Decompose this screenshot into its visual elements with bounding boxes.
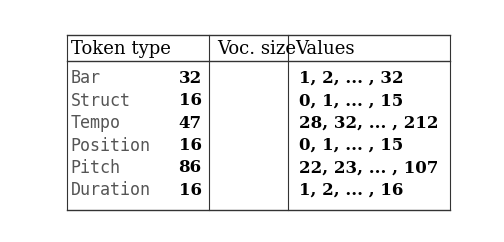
Text: 22, 23, ... , 107: 22, 23, ... , 107 bbox=[299, 159, 438, 176]
Text: Pitch: Pitch bbox=[71, 159, 121, 177]
Text: 47: 47 bbox=[178, 115, 202, 132]
Text: Voc. size: Voc. size bbox=[217, 40, 296, 58]
Text: 1, 2, ... , 32: 1, 2, ... , 32 bbox=[299, 70, 404, 87]
Text: 0, 1, ... , 15: 0, 1, ... , 15 bbox=[299, 137, 404, 154]
Text: 32: 32 bbox=[178, 70, 202, 87]
Text: Tempo: Tempo bbox=[71, 114, 121, 132]
Text: Position: Position bbox=[71, 136, 151, 154]
Text: 86: 86 bbox=[178, 159, 202, 176]
Text: 16: 16 bbox=[178, 92, 202, 109]
Text: Struct: Struct bbox=[71, 92, 131, 110]
Text: Duration: Duration bbox=[71, 181, 151, 199]
Text: Token type: Token type bbox=[71, 40, 171, 58]
Text: 16: 16 bbox=[178, 182, 202, 199]
Text: 0, 1, ... , 15: 0, 1, ... , 15 bbox=[299, 92, 404, 109]
Text: 28, 32, ... , 212: 28, 32, ... , 212 bbox=[299, 115, 439, 132]
Text: 16: 16 bbox=[178, 137, 202, 154]
Text: Bar: Bar bbox=[71, 69, 101, 87]
Text: Values: Values bbox=[295, 40, 355, 58]
Text: 1, 2, ... , 16: 1, 2, ... , 16 bbox=[299, 182, 404, 199]
